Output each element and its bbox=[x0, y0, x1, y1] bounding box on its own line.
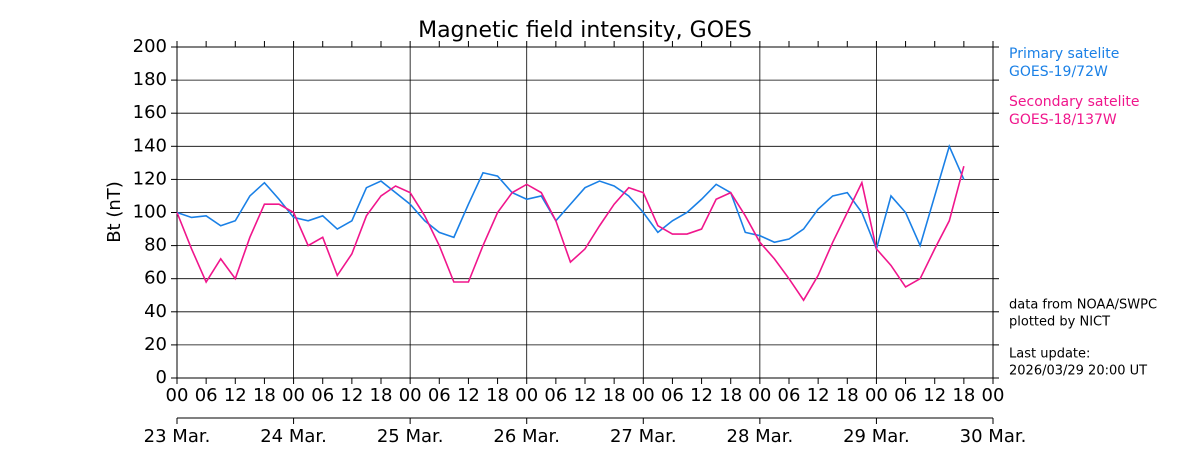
x-tick-label: 06 bbox=[428, 385, 451, 406]
y-tick-label: 40 bbox=[144, 301, 167, 322]
x-tick-label: 18 bbox=[253, 385, 276, 406]
y-tick-label: 80 bbox=[144, 235, 167, 256]
y-tick-label: 0 bbox=[156, 367, 167, 388]
y-tick-label: 20 bbox=[144, 334, 167, 355]
date-label: 26 Mar. bbox=[493, 426, 560, 447]
y-axis-label: Bt (nT) bbox=[104, 181, 125, 243]
x-tick-label: 06 bbox=[894, 385, 917, 406]
x-tick-label: 18 bbox=[603, 385, 626, 406]
x-tick-label: 00 bbox=[515, 385, 538, 406]
x-tick-label: 06 bbox=[544, 385, 567, 406]
x-tick-label: 12 bbox=[923, 385, 946, 406]
x-tick-label: 06 bbox=[778, 385, 801, 406]
y-tick-label: 180 bbox=[133, 69, 167, 90]
x-tick-label: 18 bbox=[836, 385, 859, 406]
x-tick-label: 00 bbox=[982, 385, 1005, 406]
date-label: 30 Mar. bbox=[960, 426, 1027, 447]
date-label: 27 Mar. bbox=[610, 426, 677, 447]
date-label: 25 Mar. bbox=[377, 426, 444, 447]
series-line bbox=[176, 165, 965, 302]
y-tick-label: 100 bbox=[133, 202, 167, 223]
y-tick-label: 60 bbox=[144, 268, 167, 289]
legend-label: Secondary satelite bbox=[1009, 94, 1139, 110]
y-tick-label: 140 bbox=[133, 135, 167, 156]
date-label: 23 Mar. bbox=[144, 426, 211, 447]
legend-label: Primary satelite bbox=[1009, 46, 1119, 62]
x-tick-label: 12 bbox=[574, 385, 597, 406]
x-tick-label: 12 bbox=[340, 385, 363, 406]
x-tick-label: 12 bbox=[457, 385, 480, 406]
x-tick-label: 18 bbox=[952, 385, 975, 406]
x-tick-label: 12 bbox=[690, 385, 713, 406]
x-tick-label: 00 bbox=[282, 385, 305, 406]
y-tick-label: 120 bbox=[133, 168, 167, 189]
x-tick-label: 00 bbox=[632, 385, 655, 406]
date-label: 24 Mar. bbox=[260, 426, 327, 447]
x-tick-label: 18 bbox=[370, 385, 393, 406]
legend-sublabel: GOES-18/137W bbox=[1009, 112, 1117, 128]
x-tick-label: 00 bbox=[748, 385, 771, 406]
x-tick-label: 12 bbox=[807, 385, 830, 406]
date-label: 29 Mar. bbox=[843, 426, 910, 447]
x-tick-label: 00 bbox=[399, 385, 422, 406]
note: plotted by NICT bbox=[1009, 315, 1110, 330]
date-label: 28 Mar. bbox=[727, 426, 794, 447]
note: 2026/03/29 20:00 UT bbox=[1009, 364, 1147, 379]
x-tick-label: 18 bbox=[719, 385, 742, 406]
series-line bbox=[176, 143, 965, 252]
x-tick-label: 06 bbox=[195, 385, 218, 406]
x-tick-label: 00 bbox=[865, 385, 888, 406]
note: data from NOAA/SWPC bbox=[1009, 298, 1157, 313]
y-tick-label: 160 bbox=[133, 102, 167, 123]
x-tick-label: 06 bbox=[311, 385, 334, 406]
chart-title: Magnetic field intensity, GOES bbox=[418, 18, 752, 43]
x-tick-label: 18 bbox=[486, 385, 509, 406]
legend-sublabel: GOES-19/72W bbox=[1009, 64, 1108, 80]
note: Last update: bbox=[1009, 347, 1090, 362]
x-tick-label: 06 bbox=[661, 385, 684, 406]
x-tick-label: 12 bbox=[224, 385, 247, 406]
x-tick-label: 00 bbox=[166, 385, 189, 406]
y-tick-label: 200 bbox=[133, 36, 167, 57]
